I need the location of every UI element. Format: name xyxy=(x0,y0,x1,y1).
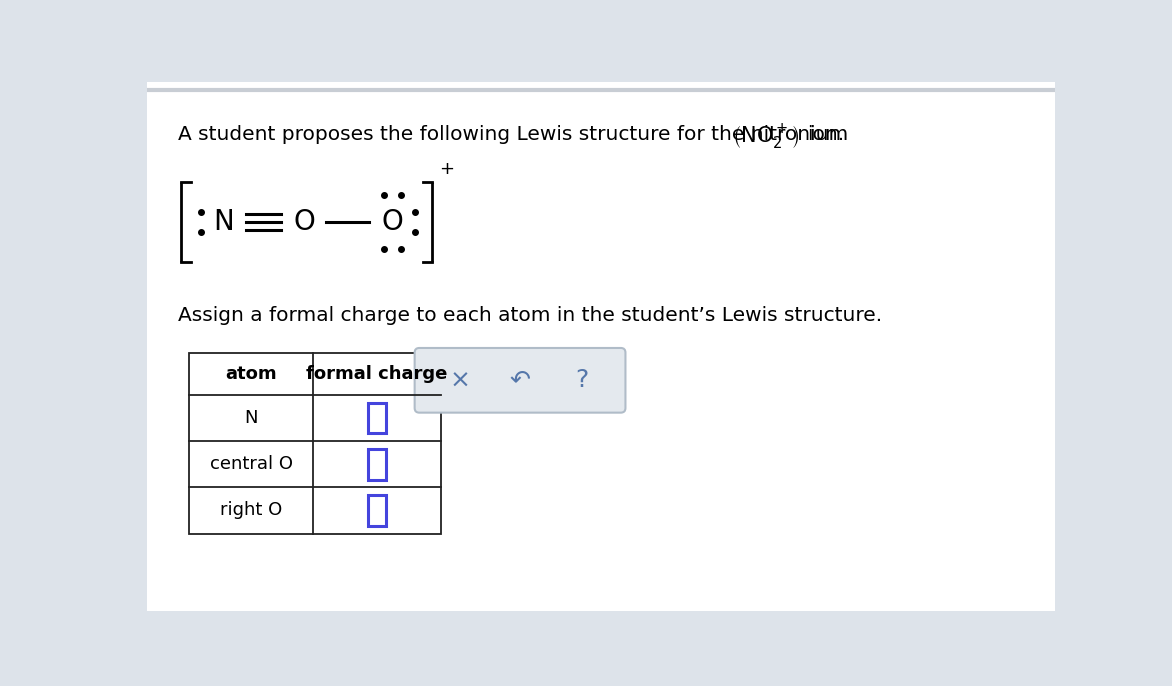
Bar xyxy=(368,495,387,526)
Text: right O: right O xyxy=(220,501,282,519)
Text: A student proposes the following Lewis structure for the nitronium: A student proposes the following Lewis s… xyxy=(177,126,847,145)
Text: N: N xyxy=(245,409,258,427)
Text: O: O xyxy=(381,208,403,236)
Text: formal charge: formal charge xyxy=(306,365,448,383)
Text: ×: × xyxy=(449,368,470,392)
Text: ?: ? xyxy=(575,368,588,392)
Text: +: + xyxy=(438,160,454,178)
Bar xyxy=(368,449,387,480)
Bar xyxy=(189,353,441,534)
FancyBboxPatch shape xyxy=(415,348,626,413)
Text: Assign a formal charge to each atom in the student’s Lewis structure.: Assign a formal charge to each atom in t… xyxy=(177,307,881,325)
Text: O: O xyxy=(294,208,315,236)
Text: central O: central O xyxy=(210,456,293,473)
Text: ↶: ↶ xyxy=(510,368,531,392)
Text: ion.: ion. xyxy=(808,126,845,145)
Text: $\left(\mathrm{NO_2^+}\right)$: $\left(\mathrm{NO_2^+}\right)$ xyxy=(732,122,799,152)
Text: atom: atom xyxy=(225,365,277,383)
Text: N: N xyxy=(213,208,234,236)
Bar xyxy=(368,403,387,434)
